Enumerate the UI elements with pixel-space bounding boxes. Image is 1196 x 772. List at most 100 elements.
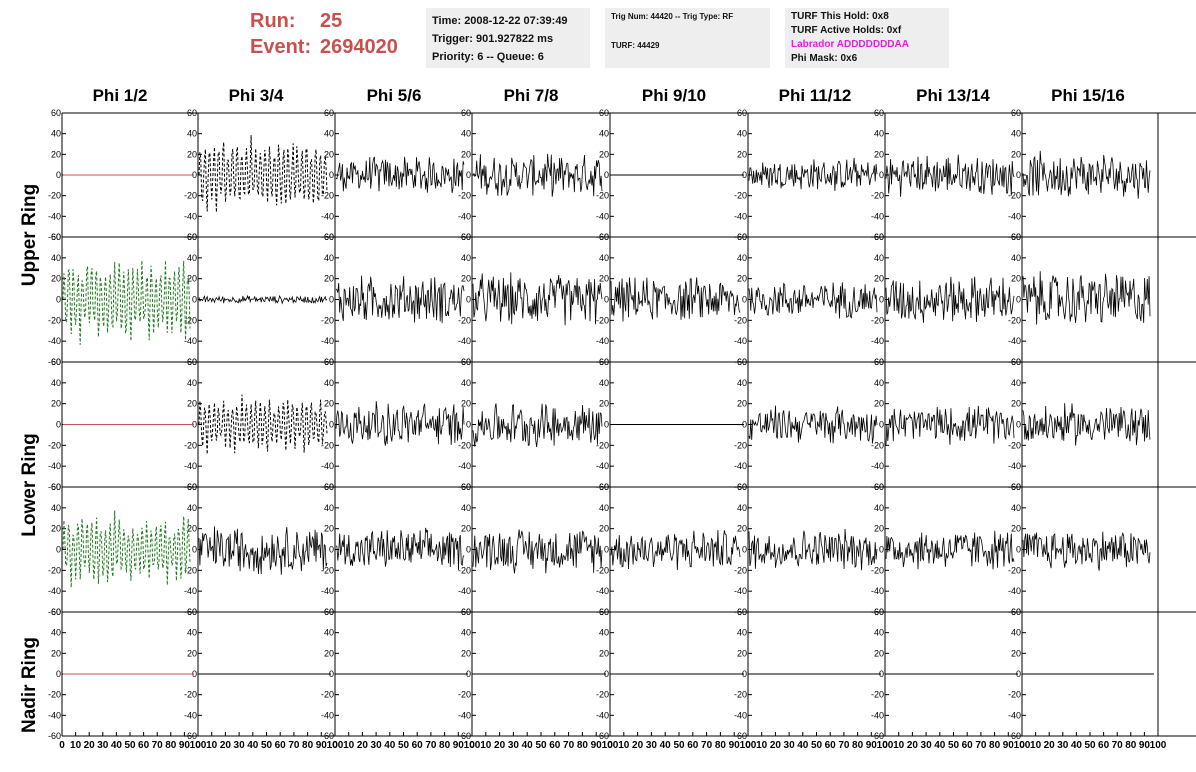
y-tick-label: 60 [1011, 108, 1021, 118]
x-tick-label: 90 [729, 740, 741, 751]
y-tick-label: 60 [599, 482, 609, 492]
time-text: Time: 2008-12-22 07:39:49 [432, 15, 568, 27]
x-tick-label: 60 [687, 740, 699, 751]
y-tick-label: -20 [458, 191, 471, 201]
y-tick-label: 40 [187, 628, 197, 638]
y-tick-label: -60 [184, 607, 197, 617]
y-tick-label: 0 [742, 170, 747, 180]
y-tick-label: 60 [737, 607, 747, 617]
x-tick-label: 70 [563, 740, 575, 751]
waveform-trace [472, 529, 603, 574]
y-tick-label: -40 [596, 710, 609, 720]
y-tick-label: 20 [461, 399, 471, 409]
y-tick-label: 40 [737, 253, 747, 263]
phi-mask-text: Phi Mask: 0x6 [791, 53, 858, 64]
y-tick-label: -60 [1008, 232, 1021, 242]
y-tick-label: 0 [329, 170, 334, 180]
y-tick-label: -60 [321, 357, 334, 367]
y-tick-label: -40 [1008, 336, 1021, 346]
waveform-trace [335, 527, 465, 571]
y-tick-label: -40 [871, 461, 884, 471]
y-tick-label: 40 [187, 503, 197, 513]
y-tick-label: 60 [51, 232, 61, 242]
y-tick-label: -40 [458, 211, 471, 221]
y-tick-label: -20 [871, 440, 884, 450]
y-tick-label: 0 [192, 669, 197, 679]
y-tick-label: 20 [599, 524, 609, 534]
column-title: Phi 15/16 [1051, 86, 1125, 105]
y-tick-label: -20 [596, 565, 609, 575]
y-tick-label: -20 [871, 565, 884, 575]
waveform-trace [1022, 531, 1151, 571]
x-tick-label: 10 [70, 740, 82, 751]
turf-info-box: TURF This Hold: 0x8 TURF Active Holds: 0… [785, 8, 949, 68]
y-tick-label: 0 [466, 669, 471, 679]
x-tick-label: 100 [602, 740, 619, 751]
y-tick-label: 60 [51, 607, 61, 617]
turf-text: TURF: 44429 [611, 41, 660, 50]
y-tick-label: 0 [879, 170, 884, 180]
y-tick-label: 20 [187, 274, 197, 284]
y-tick-label: 40 [187, 129, 197, 139]
y-tick-label: 40 [737, 378, 747, 388]
waveform-trace [1022, 271, 1151, 325]
x-tick-label: 20 [220, 740, 232, 751]
x-tick-label: 50 [1084, 740, 1096, 751]
y-tick-label: 40 [324, 253, 334, 263]
column-title: Phi 1/2 [92, 86, 148, 105]
y-tick-label: 20 [599, 274, 609, 284]
y-tick-label: -60 [871, 357, 884, 367]
y-tick-label: 20 [599, 648, 609, 658]
x-tick-label: 100 [877, 740, 894, 751]
y-tick-label: -40 [48, 586, 61, 596]
waveform-trace [885, 405, 1015, 445]
y-tick-label: -40 [48, 336, 61, 346]
y-tick-label: -20 [1008, 315, 1021, 325]
run-event-header: Run: 25 Event: 2694020 [250, 8, 420, 64]
x-tick-label: 40 [1071, 740, 1083, 751]
y-tick-label: 0 [466, 295, 471, 305]
x-tick-label: 50 [261, 740, 273, 751]
y-tick-label: 20 [187, 399, 197, 409]
y-tick-label: 40 [599, 253, 609, 263]
y-tick-label: 60 [1011, 357, 1021, 367]
y-tick-label: -60 [1008, 607, 1021, 617]
y-tick-label: 0 [1016, 295, 1021, 305]
y-tick-label: 60 [461, 232, 471, 242]
y-tick-label: 40 [461, 129, 471, 139]
y-tick-label: 60 [461, 607, 471, 617]
y-tick-label: 0 [604, 545, 609, 555]
y-tick-label: 20 [1011, 524, 1021, 534]
y-tick-label: -20 [734, 690, 747, 700]
y-tick-label: -20 [1008, 690, 1021, 700]
y-tick-label: 60 [461, 482, 471, 492]
y-tick-label: 60 [737, 482, 747, 492]
x-tick-label: 50 [948, 740, 960, 751]
y-tick-label: -60 [596, 357, 609, 367]
y-tick-label: 60 [1011, 607, 1021, 617]
x-tick-label: 90 [1003, 740, 1015, 751]
x-tick-label: 0 [195, 740, 201, 751]
x-tick-label: 80 [165, 740, 177, 751]
y-tick-label: 40 [599, 378, 609, 388]
y-tick-label: 40 [1011, 129, 1021, 139]
y-tick-label: 20 [324, 399, 334, 409]
y-tick-label: 40 [599, 503, 609, 513]
y-tick-label: 0 [604, 420, 609, 430]
y-tick-label: -40 [458, 461, 471, 471]
y-tick-label: -20 [48, 315, 61, 325]
x-tick-label: 60 [825, 740, 837, 751]
y-tick-label: 40 [874, 628, 884, 638]
y-tick-label: 60 [51, 482, 61, 492]
y-tick-label: 20 [324, 274, 334, 284]
y-tick-label: 0 [879, 669, 884, 679]
y-tick-label: 60 [737, 232, 747, 242]
y-tick-label: -20 [321, 440, 334, 450]
x-tick-label: 60 [1098, 740, 1110, 751]
waveform-trace [885, 276, 1015, 323]
waveform-trace [472, 403, 603, 448]
run-value: 25 [320, 10, 343, 32]
y-tick-label: -40 [1008, 710, 1021, 720]
y-tick-label: 60 [737, 108, 747, 118]
